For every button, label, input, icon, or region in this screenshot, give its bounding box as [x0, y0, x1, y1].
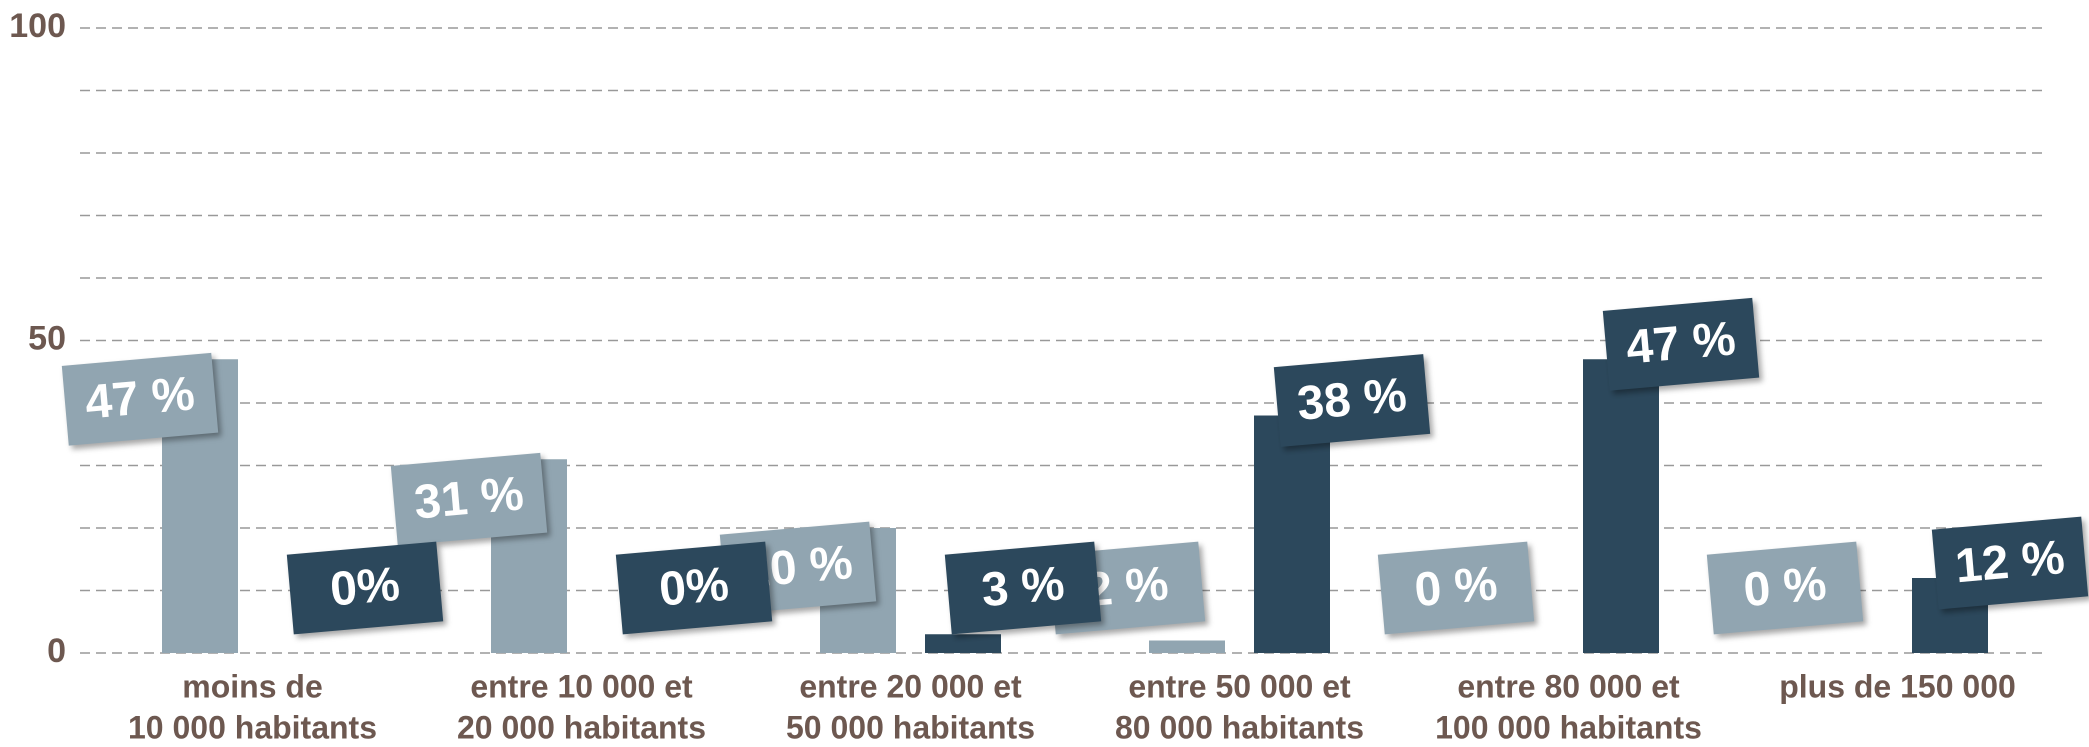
x-tick-label: 50 000 habitants — [786, 709, 1035, 745]
value-label-text: 47 % — [1624, 312, 1738, 374]
value-label-text: 38 % — [1295, 369, 1409, 431]
x-tick-label: 10 000 habitants — [128, 709, 377, 745]
bar — [1583, 359, 1659, 653]
value-label-box — [286, 541, 444, 635]
value-label: 38 % — [1273, 354, 1431, 447]
value-label-box — [1377, 541, 1535, 635]
value-label: 0% — [615, 541, 773, 635]
value-label: 0% — [286, 541, 444, 635]
x-tick-label: entre 80 000 et — [1457, 668, 1680, 704]
x-tick-label: 80 000 habitants — [1115, 709, 1364, 745]
value-label-box — [615, 541, 773, 635]
value-label-text: 0 % — [1412, 557, 1499, 617]
value-label-box — [944, 541, 1102, 635]
x-tick-label: entre 50 000 et — [1128, 668, 1351, 704]
value-label-box — [1931, 516, 2089, 610]
y-tick-label: 50 — [28, 319, 66, 357]
value-label-text: 0% — [657, 558, 731, 617]
bar — [1149, 640, 1225, 653]
bar — [925, 634, 1001, 653]
value-label-text: 3 % — [979, 557, 1066, 617]
x-tick-label: 20 000 habitants — [457, 709, 706, 745]
value-label: 47 % — [61, 352, 219, 446]
value-label: 0 % — [1377, 541, 1535, 635]
value-label: 0 % — [1706, 541, 1864, 635]
x-tick-label: entre 10 000 et — [470, 668, 693, 704]
x-tick-label: moins de — [182, 668, 322, 704]
value-label-box — [390, 452, 548, 546]
y-tick-label: 0 — [47, 632, 66, 670]
value-label: 12 % — [1931, 516, 2089, 610]
value-label-box — [1273, 354, 1431, 447]
y-tick-label: 100 — [9, 7, 66, 45]
value-label: 47 % — [1602, 297, 1760, 391]
x-tick-label: 100 000 habitants — [1435, 709, 1702, 745]
value-label-box — [1602, 297, 1760, 391]
value-label-text: 31 % — [412, 467, 526, 529]
x-tick-label: entre 20 000 et — [799, 668, 1022, 704]
value-label-text: 12 % — [1953, 531, 2067, 593]
value-label: 31 % — [390, 452, 548, 546]
value-label-text: 47 % — [83, 367, 197, 429]
value-label-text: 0% — [328, 558, 402, 617]
x-tick-label: plus de 150 000 — [1779, 668, 2016, 704]
value-label-box — [61, 352, 219, 446]
bar — [1254, 415, 1330, 653]
value-label: 3 % — [944, 541, 1102, 635]
value-label-box — [1706, 541, 1864, 635]
value-label-text: 0 % — [1741, 557, 1828, 617]
